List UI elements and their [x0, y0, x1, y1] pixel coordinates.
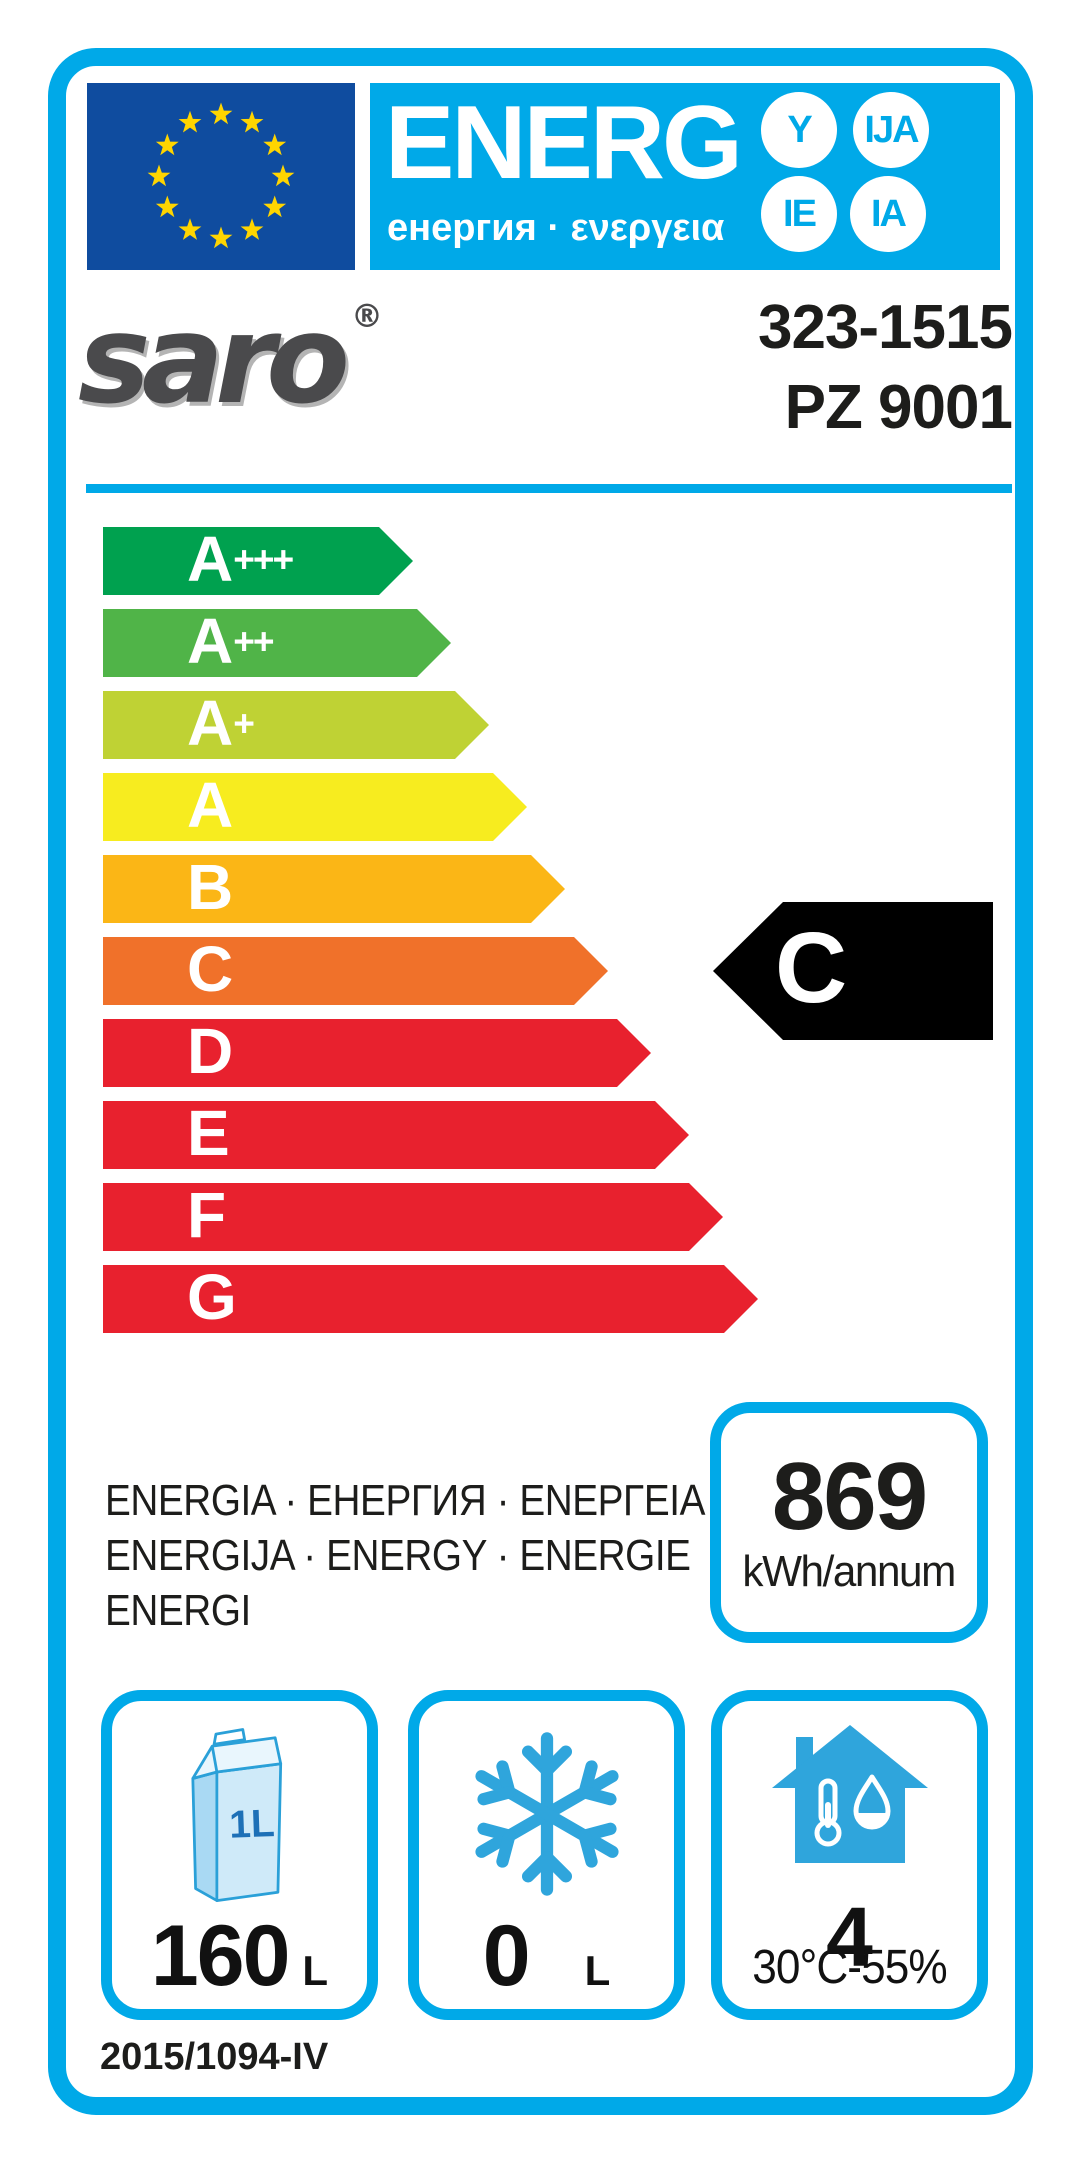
energy-words-line1: ENERGIA · ЕНЕРГИЯ · ΕΝΕΡΓΕΙΑ: [105, 1476, 706, 1525]
rating-arrow-label: F: [187, 1179, 227, 1251]
rating-arrow-label: A: [187, 769, 234, 841]
fridge-volume-unit: L: [302, 1947, 329, 1994]
freezer-volume-box: 0 L: [408, 1690, 685, 2020]
model-number: 323-1515 PZ 9001: [757, 288, 1013, 448]
saro-logo: saro ®: [78, 290, 383, 430]
brand-name: saro: [78, 289, 350, 431]
rating-arrow-d: D: [103, 1019, 651, 1087]
rating-arrow-e: E: [103, 1101, 689, 1169]
model-line2: PZ 9001: [784, 373, 1013, 442]
rating-arrow-f: F: [103, 1183, 723, 1251]
droplet-icon: [853, 1774, 890, 1830]
energ-banner: ENERG енергия · ενεργεια Y IJA IE IA: [370, 83, 1000, 270]
rating-arrow-label: A++: [187, 605, 273, 677]
carton-volume-label: 1L: [228, 1802, 275, 1847]
energ-title: ENERG: [385, 85, 743, 201]
milk-carton-icon: 1L: [112, 1723, 367, 1908]
consumption-unit: kWh/annum: [742, 1546, 957, 1596]
fridge-volume-value: 160: [150, 1908, 290, 2004]
badge-y: Y: [761, 92, 837, 168]
climate-range: 30°C-55%: [752, 1941, 947, 1994]
eu-flag-icon: [87, 83, 355, 270]
label-frame: [48, 48, 1033, 2115]
thermometer-icon: [814, 1778, 841, 1847]
badge-ie: IE: [761, 176, 837, 252]
current-class-pointer: C: [713, 902, 993, 1040]
energy-words: ENERGIA · ЕНЕРГИЯ · ΕΝΕΡΓΕΙΑ ENERGIJA · …: [105, 1473, 787, 1638]
rating-arrow-c: C: [103, 937, 608, 1005]
freezer-volume-unit: L: [584, 1947, 611, 1994]
current-class-letter: C: [775, 912, 848, 1024]
rating-arrow-a: A: [103, 773, 527, 841]
rating-arrow-label: B: [187, 851, 234, 923]
header-divider: [86, 484, 1012, 493]
climate-class-box: 4 30°C-55%: [711, 1690, 988, 2020]
consumption-value: 869: [771, 1442, 928, 1550]
rating-arrow-a+++: A+++: [103, 527, 413, 595]
climate-class-value: 4: [826, 1890, 873, 1984]
annual-consumption-box: 869 kWh/annum: [710, 1402, 988, 1643]
rating-arrow-label: E: [187, 1097, 230, 1169]
energy-words-line3: ENERGI: [105, 1586, 251, 1635]
badge-ia: IA: [850, 176, 926, 252]
rating-arrow-label: A+++: [187, 523, 293, 595]
rating-arrow-label: C: [187, 933, 234, 1005]
energ-subtitle: енергия · ενεργεια: [387, 207, 725, 249]
fridge-volume-box: 1L 160 L: [101, 1690, 378, 2020]
model-line1: 323-1515: [757, 293, 1013, 362]
rating-arrow-label: A+: [187, 687, 253, 759]
energy-words-line2: ENERGIJA · ENERGY · ENERGIE: [105, 1531, 691, 1580]
rating-arrow-label: D: [187, 1015, 234, 1087]
eu-flag: [87, 83, 355, 270]
rating-arrow-a+: A+: [103, 691, 489, 759]
registered-mark: ®: [350, 297, 383, 335]
regulation-number: 2015/1094-IV: [100, 2036, 329, 2078]
energy-rating-scale: A+++ A++ A+ A B C D E F G: [103, 527, 823, 1333]
snowflake-icon: [419, 1729, 674, 1899]
rating-arrow-b: B: [103, 855, 565, 923]
badge-ija: IJA: [853, 92, 929, 168]
freezer-volume-value: 0: [482, 1908, 531, 2004]
rating-arrow-a++: A++: [103, 609, 451, 677]
rating-arrow-label: G: [187, 1261, 237, 1333]
house-thermometer-droplet-icon: [722, 1723, 977, 1873]
rating-arrow-g: G: [103, 1265, 758, 1333]
